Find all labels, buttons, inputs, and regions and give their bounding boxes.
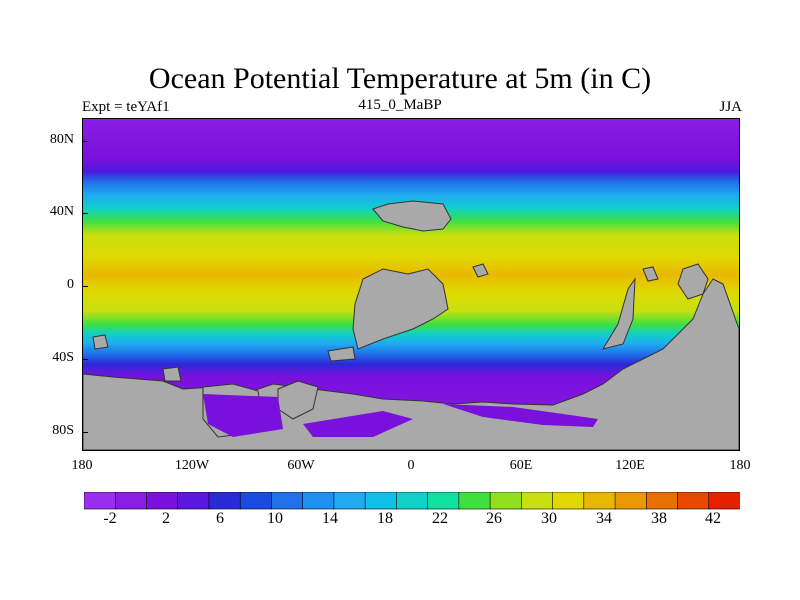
colorbar-swatch xyxy=(396,491,429,510)
polar-sea-patches xyxy=(203,394,598,437)
colorbar-label: 42 xyxy=(705,510,721,527)
sea-patch-west xyxy=(203,394,283,437)
map-title: Ocean Potential Temperature at 5m (in C) xyxy=(148,62,652,95)
lon-tick-60e: 60E xyxy=(509,458,533,473)
colorbar-label: 6 xyxy=(216,510,224,527)
colorbar-swatch xyxy=(302,491,335,510)
lon-tick-60w: 60W xyxy=(287,458,315,473)
colorbar-swatch xyxy=(645,491,679,510)
colorbar-swatch xyxy=(177,491,210,510)
colorbar-swatch xyxy=(208,491,241,510)
colorbar-swatch xyxy=(83,491,117,510)
lat-tickmark xyxy=(82,432,88,433)
lat-tick-0: 0 xyxy=(67,277,74,292)
time-label: 415_0_MaBP xyxy=(358,97,442,113)
colorbar-swatch xyxy=(614,491,648,510)
colorbar-label: 38 xyxy=(651,510,667,527)
colorbar-label: -2 xyxy=(103,510,117,527)
lat-tickmark xyxy=(82,141,88,142)
colorbar-swatches xyxy=(83,491,741,510)
continent-europe xyxy=(372,200,452,232)
lat-tick-80s: 80S xyxy=(52,423,74,438)
colorbar-swatch xyxy=(521,491,554,510)
temperature-field xyxy=(83,119,739,450)
colorbar-swatch xyxy=(708,491,741,510)
colorbar-swatch xyxy=(271,491,304,510)
colorbar xyxy=(83,491,741,510)
colorbar-swatch xyxy=(458,491,491,510)
colorbar-swatch xyxy=(114,491,148,510)
lon-tick-0: 0 xyxy=(407,458,415,473)
colorbar-label: 18 xyxy=(377,510,393,527)
lat-tick-40s: 40S xyxy=(52,350,74,365)
sea-patch-east xyxy=(443,404,598,427)
islands-central xyxy=(472,263,659,282)
island-sw xyxy=(92,334,182,382)
colorbar-label: 22 xyxy=(432,510,448,527)
colorbar-swatch xyxy=(489,491,523,510)
continent-australia-arc xyxy=(601,277,636,350)
lat-tick-40n: 40N xyxy=(49,204,74,219)
colorbar-swatch xyxy=(146,491,179,510)
colorbar-swatch xyxy=(427,491,460,510)
lon-tick-180e: 180 xyxy=(729,458,751,473)
season-label: JJA xyxy=(719,99,742,115)
continent-africa xyxy=(352,268,449,350)
lat-tickmark xyxy=(82,213,88,214)
colorbar-swatch xyxy=(239,491,273,510)
colorbar-swatch xyxy=(364,491,398,510)
lat-tickmark xyxy=(82,286,88,287)
colorbar-label: 30 xyxy=(541,510,557,527)
lon-tick-120w: 120W xyxy=(174,458,210,473)
lat-tickmark xyxy=(82,359,88,360)
colorbar-label: 10 xyxy=(267,510,283,527)
lon-tick-120e: 120E xyxy=(615,458,645,473)
colorbar-label: 14 xyxy=(322,510,338,527)
temperature-map xyxy=(82,118,740,451)
island-sa xyxy=(327,346,356,362)
colorbar-swatch xyxy=(552,491,585,510)
continent-east xyxy=(677,263,709,300)
colorbar-swatch xyxy=(583,491,616,510)
colorbar-swatch xyxy=(677,491,710,510)
colorbar-swatch xyxy=(333,491,366,510)
sea-patch-mid xyxy=(303,411,413,437)
experiment-label: Expt = teYAf1 xyxy=(82,99,170,115)
lat-tick-80n: 80N xyxy=(49,132,74,147)
colorbar-label: 34 xyxy=(596,510,612,527)
lon-tick-180w: 180 xyxy=(71,458,93,473)
colorbar-label: 2 xyxy=(162,510,170,527)
colorbar-label: 26 xyxy=(486,510,502,527)
